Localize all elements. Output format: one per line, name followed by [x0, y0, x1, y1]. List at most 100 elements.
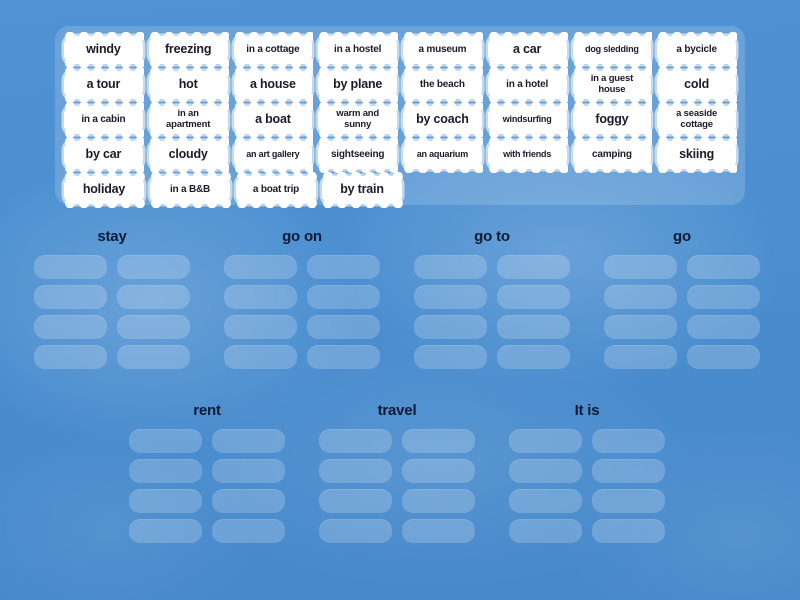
drop-slot[interactable] [319, 519, 392, 543]
drop-slot[interactable] [212, 489, 285, 513]
word-tile[interactable]: windy [63, 32, 144, 68]
word-tile[interactable]: hot [147, 67, 229, 103]
word-tile[interactable]: freezing [147, 32, 229, 68]
drop-slot[interactable] [129, 429, 202, 453]
word-tile[interactable]: cold [656, 67, 737, 103]
drop-slot[interactable] [307, 285, 380, 309]
word-tile-label: windsurfing [502, 114, 552, 125]
category-group: It is [509, 402, 665, 543]
word-tile[interactable]: in a cottage [232, 32, 313, 68]
word-tile[interactable]: in a hotel [486, 67, 568, 103]
drop-slot[interactable] [224, 315, 297, 339]
drop-slot[interactable] [414, 285, 487, 309]
drop-slot[interactable] [307, 255, 380, 279]
drop-slot[interactable] [687, 345, 760, 369]
word-tile[interactable]: a boat trip [235, 172, 317, 208]
word-tile[interactable]: foggy [571, 102, 652, 138]
drop-slot[interactable] [592, 459, 665, 483]
drop-slot[interactable] [402, 519, 475, 543]
word-tile[interactable]: an art gallery [232, 137, 313, 173]
drop-slot[interactable] [117, 345, 190, 369]
word-tile[interactable]: a museum [402, 32, 483, 68]
drop-slot[interactable] [592, 519, 665, 543]
drop-zone-grid [414, 255, 570, 369]
drop-slot[interactable] [592, 429, 665, 453]
word-tile-label: a house [249, 77, 296, 92]
drop-slot[interactable] [224, 285, 297, 309]
drop-slot[interactable] [497, 255, 570, 279]
drop-slot[interactable] [224, 255, 297, 279]
drop-slot[interactable] [414, 315, 487, 339]
drop-slot[interactable] [212, 459, 285, 483]
word-tile[interactable]: camping [571, 137, 652, 173]
drop-slot[interactable] [509, 489, 582, 513]
word-tile[interactable]: a house [232, 67, 313, 103]
drop-slot[interactable] [34, 345, 107, 369]
word-tile[interactable]: a seaside cottage [656, 102, 737, 138]
drop-slot[interactable] [414, 255, 487, 279]
word-tile[interactable]: in an apartment [147, 102, 229, 138]
drop-slot[interactable] [319, 459, 392, 483]
drop-slot[interactable] [319, 489, 392, 513]
drop-slot[interactable] [687, 285, 760, 309]
word-tile[interactable]: cloudy [147, 137, 229, 173]
drop-slot[interactable] [414, 345, 487, 369]
word-tile[interactable]: by train [321, 172, 403, 208]
word-tile[interactable]: dog sledding [571, 32, 652, 68]
drop-slot[interactable] [604, 285, 677, 309]
word-tile[interactable]: by coach [402, 102, 483, 138]
drop-slot[interactable] [34, 255, 107, 279]
word-tile[interactable]: holiday [63, 172, 145, 208]
word-tile[interactable]: in a cabin [63, 102, 144, 138]
drop-slot[interactable] [129, 459, 202, 483]
drop-slot[interactable] [212, 429, 285, 453]
word-tile-label: a car [513, 42, 542, 57]
drop-slot[interactable] [129, 489, 202, 513]
word-tile[interactable]: with friends [486, 137, 568, 173]
word-tile[interactable]: an aquarium [402, 137, 483, 173]
drop-slot[interactable] [224, 345, 297, 369]
drop-slot[interactable] [592, 489, 665, 513]
word-tile[interactable]: by plane [317, 67, 398, 103]
word-tile[interactable]: in a guest house [571, 67, 652, 103]
word-tile-label: cold [684, 77, 710, 92]
word-tile[interactable]: warm and sunny [317, 102, 398, 138]
word-tile[interactable]: a bycicle [656, 32, 737, 68]
word-tile[interactable]: in a hostel [317, 32, 398, 68]
drop-slot[interactable] [509, 429, 582, 453]
drop-slot[interactable] [402, 429, 475, 453]
drop-slot[interactable] [604, 315, 677, 339]
drop-slot[interactable] [604, 255, 677, 279]
drop-slot[interactable] [687, 255, 760, 279]
drop-slot[interactable] [212, 519, 285, 543]
drop-slot[interactable] [34, 315, 107, 339]
drop-slot[interactable] [117, 315, 190, 339]
drop-slot[interactable] [129, 519, 202, 543]
word-tile[interactable]: a tour [63, 67, 144, 103]
drop-slot[interactable] [34, 285, 107, 309]
drop-slot[interactable] [497, 315, 570, 339]
drop-slot[interactable] [402, 459, 475, 483]
word-tile[interactable]: a boat [232, 102, 313, 138]
word-tile[interactable]: a car [486, 32, 568, 68]
drop-slot[interactable] [117, 285, 190, 309]
drop-slot[interactable] [687, 315, 760, 339]
word-tile[interactable]: windsurfing [486, 102, 568, 138]
drop-slot[interactable] [307, 345, 380, 369]
word-tile[interactable]: skiing [656, 137, 737, 173]
drop-slot[interactable] [509, 519, 582, 543]
drop-slot[interactable] [402, 489, 475, 513]
drop-slot[interactable] [509, 459, 582, 483]
category-title: stay [97, 228, 127, 245]
word-tile[interactable]: sightseeing [317, 137, 398, 173]
drop-slot[interactable] [497, 345, 570, 369]
word-tile-label: by coach [416, 112, 469, 127]
drop-slot[interactable] [117, 255, 190, 279]
drop-slot[interactable] [497, 285, 570, 309]
word-tile[interactable]: by car [63, 137, 144, 173]
drop-slot[interactable] [604, 345, 677, 369]
drop-slot[interactable] [307, 315, 380, 339]
drop-slot[interactable] [319, 429, 392, 453]
word-tile[interactable]: in a B&B [149, 172, 231, 208]
word-tile[interactable]: the beach [402, 67, 483, 103]
